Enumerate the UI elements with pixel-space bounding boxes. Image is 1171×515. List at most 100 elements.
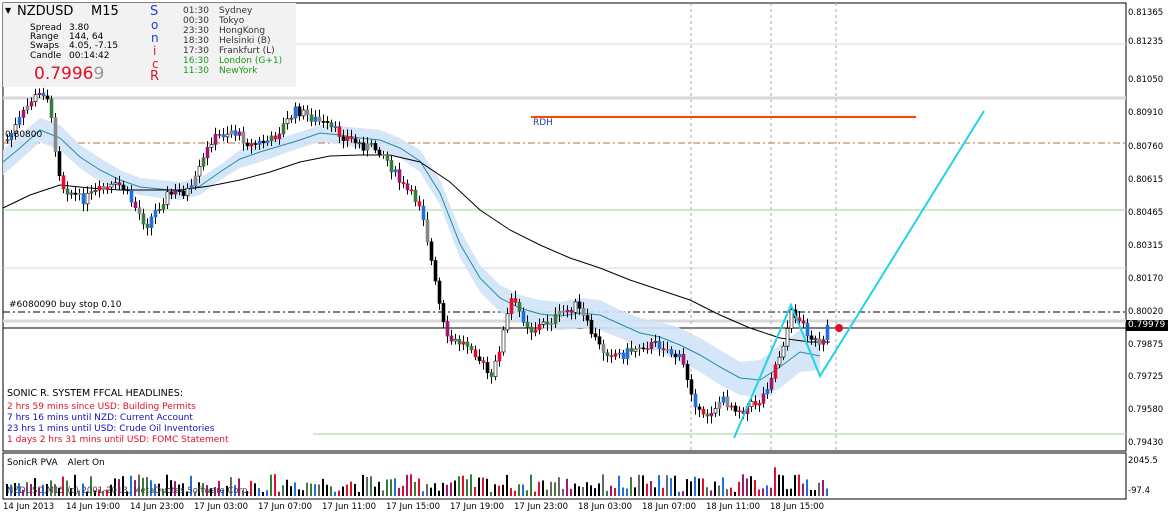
candle-body [285,118,290,124]
candle-body [237,131,242,136]
volume-bar [818,482,820,496]
volume-bar [754,480,756,496]
buy-stop-order-label[interactable]: #6080090 buy stop 0.10 [9,300,122,310]
volume-bar [822,480,824,496]
volume-bar [222,489,224,496]
volume-bar [790,488,792,496]
volume-bar [66,480,68,496]
candle-body [809,335,814,340]
candle-body [533,329,538,333]
candle-body [489,372,494,377]
volume-bar [498,485,500,496]
candle-body [693,393,698,408]
volume-bar [810,490,812,496]
volume-bar [626,488,628,496]
candle-body [549,323,554,325]
volume-bar [94,490,96,496]
candle-body [537,324,542,331]
volume-bar [526,490,528,496]
volume-bar [378,481,380,496]
volume-bar [506,474,508,496]
volume-bar [166,474,168,496]
sonic-letter: S [150,4,159,19]
candle-body [561,310,566,313]
candle-body [129,190,134,203]
volume-bar [74,474,76,496]
candle-body [785,328,790,347]
volume-axis-bottom: -97.4 [1128,486,1150,496]
volume-bar [466,479,468,496]
time-axis-label: 17 Jun 03:00 [194,502,248,512]
candle-body [197,165,202,177]
volume-bar [682,491,684,496]
candle-body [557,310,562,315]
candlestick-series[interactable] [5,87,830,424]
volume-bar [474,486,476,496]
candle-body [297,106,302,117]
collapse-triangle-icon[interactable]: ▼ [5,6,12,15]
volume-bar [194,491,196,496]
candle-body [717,402,722,409]
candle-body [481,360,486,363]
volume-bar [774,467,776,496]
volume-bar [554,482,556,496]
candle-body [601,343,606,354]
candle-body [101,185,106,190]
volume-bar [534,491,536,496]
headlines-title: SONIC R. SYSTEM FFCAL HEADLINES: [7,388,184,399]
volume-bar [86,491,88,496]
stat-label: Swaps [30,41,59,51]
volume-bar [186,491,188,496]
volume-bar [714,481,716,496]
volume-bar [50,480,52,496]
candle-body [649,341,654,350]
volume-bar [546,489,548,496]
candle-body [117,182,122,186]
volume-bar [170,480,172,496]
volume-bar [454,480,456,496]
volume-bar [158,483,160,496]
volume-bar [298,489,300,496]
stat-value: 4.05, -7.15 [69,41,119,51]
candle-body [797,317,802,322]
volume-bar [710,490,712,496]
candle-body [217,134,222,136]
candle-body [821,339,826,345]
candle-body [65,188,70,195]
candle-body [681,353,686,365]
volume-bar [34,478,36,496]
volume-bar [382,490,384,496]
volume-bar [122,476,124,496]
candle-body [429,241,434,261]
volume-bar [202,483,204,496]
volume-bar [802,483,804,496]
session-time: 16:30 [183,56,209,66]
candle-body [757,403,762,406]
volume-bar [46,483,48,496]
volume-bar [310,483,312,496]
candle-body [385,154,390,161]
time-axis-label: 14 Jun 23:00 [130,502,184,512]
candle-body [665,349,670,351]
candle-body [261,140,266,144]
volume-bar [490,491,492,496]
trend-line[interactable] [733,110,985,439]
candle-body [265,140,270,144]
candle-body [249,143,254,147]
candle-body [161,204,166,210]
volume-bar [658,475,660,496]
volume-bar [646,483,648,496]
volume-bar [742,474,744,496]
volume-bar [786,489,788,496]
volume-bar [370,476,372,496]
volume-bar [430,487,432,496]
price-last-digit: 9 [93,64,105,84]
volume-bar [414,481,416,496]
volume-bar [478,477,480,496]
volume-bar [590,485,592,496]
current-price-marker [835,324,843,332]
candle-body [685,364,690,380]
volume-bar [342,486,344,496]
volume-bar [134,480,136,496]
